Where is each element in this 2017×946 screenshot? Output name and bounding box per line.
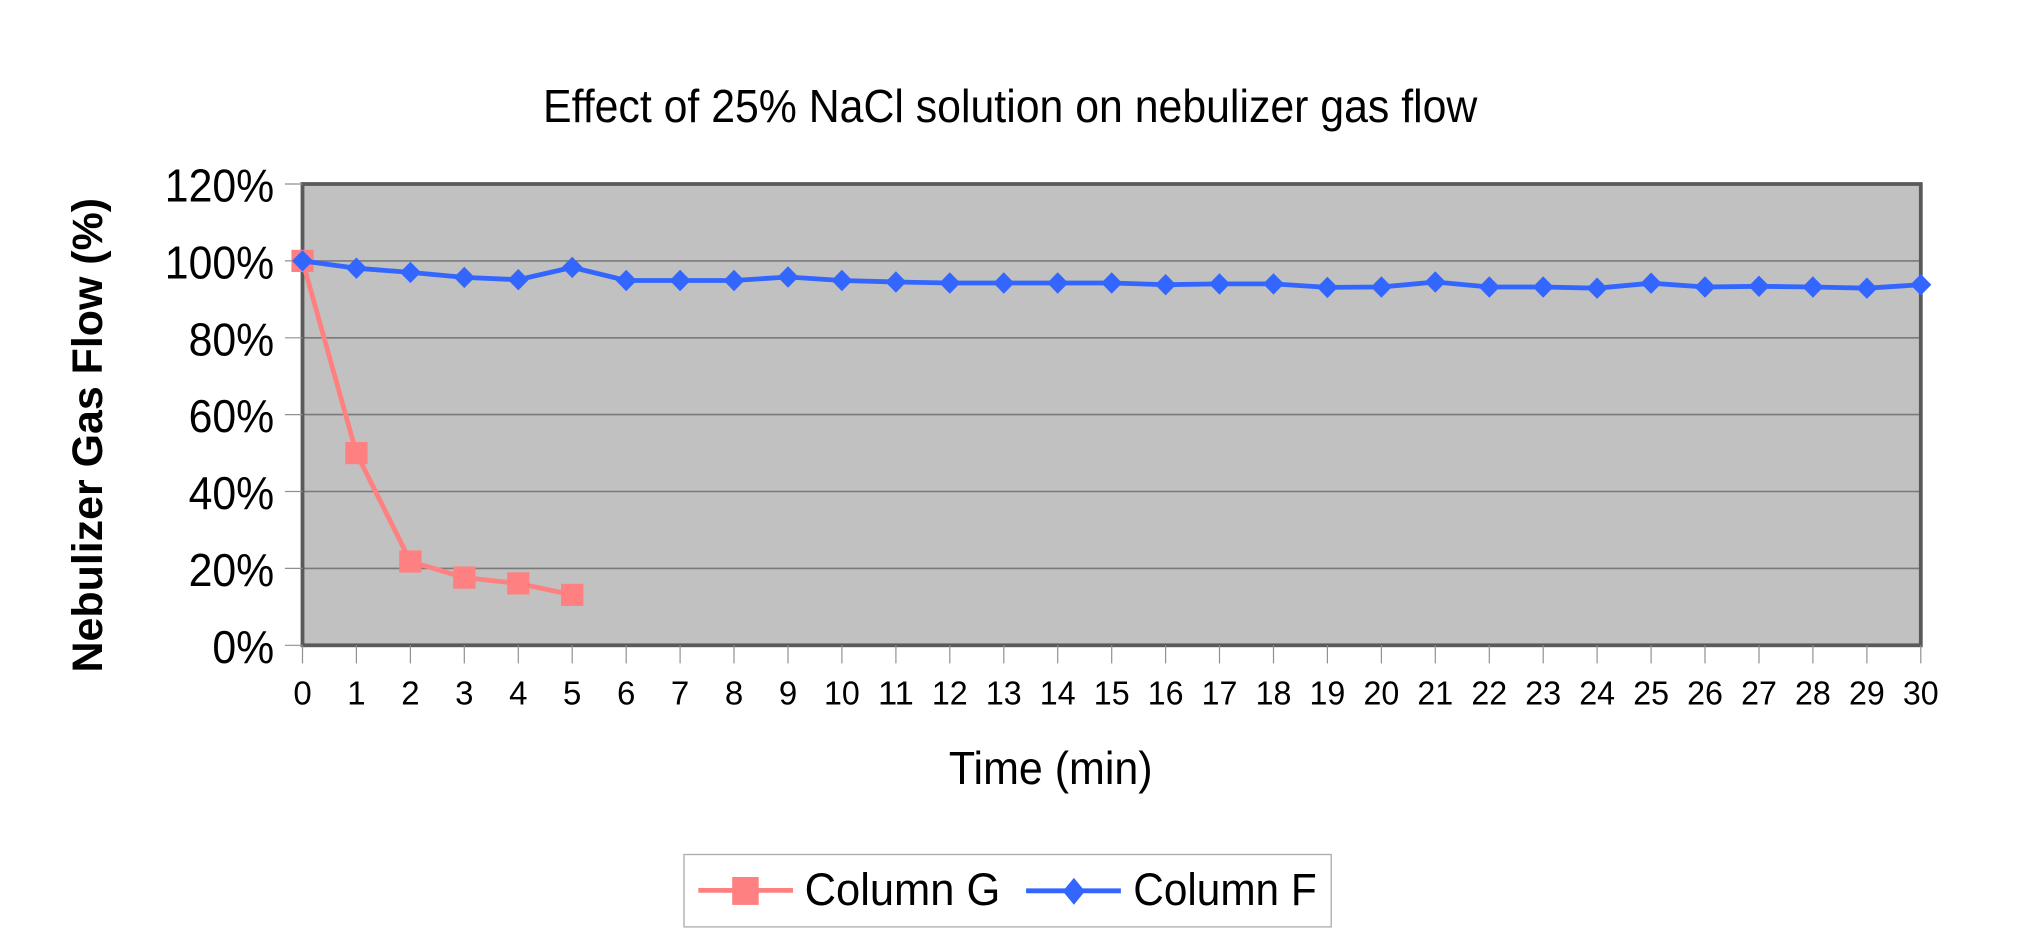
svg-text:100%: 100% [165, 237, 274, 289]
svg-text:21: 21 [1417, 675, 1453, 712]
svg-text:23: 23 [1525, 675, 1561, 712]
svg-text:16: 16 [1148, 675, 1184, 712]
svg-text:60%: 60% [189, 390, 275, 442]
svg-text:Column F: Column F [1133, 864, 1316, 915]
svg-text:20: 20 [1364, 675, 1400, 712]
svg-text:12: 12 [932, 675, 968, 712]
svg-text:14: 14 [1040, 675, 1076, 712]
svg-text:0%: 0% [212, 621, 274, 673]
svg-text:7: 7 [671, 675, 689, 712]
svg-text:2: 2 [401, 675, 419, 712]
svg-text:8: 8 [725, 675, 743, 712]
svg-text:6: 6 [617, 675, 635, 712]
svg-text:17: 17 [1202, 675, 1238, 712]
svg-text:0: 0 [293, 675, 311, 712]
svg-text:Column G: Column G [805, 864, 1001, 915]
svg-text:15: 15 [1094, 675, 1130, 712]
svg-text:18: 18 [1256, 675, 1292, 712]
svg-text:3: 3 [455, 675, 473, 712]
svg-text:80%: 80% [189, 313, 275, 365]
svg-text:22: 22 [1471, 675, 1507, 712]
svg-text:27: 27 [1741, 675, 1777, 712]
svg-text:28: 28 [1795, 675, 1831, 712]
svg-text:19: 19 [1310, 675, 1346, 712]
svg-text:120%: 120% [165, 160, 274, 212]
svg-text:Nebulizer Gas Flow (%): Nebulizer Gas Flow (%) [64, 198, 112, 673]
svg-text:11: 11 [878, 675, 914, 712]
svg-text:10: 10 [824, 675, 860, 712]
svg-text:5: 5 [563, 675, 581, 712]
svg-text:Effect of 25% NaCl solution on: Effect of 25% NaCl solution on nebulizer… [543, 80, 1478, 132]
svg-text:1: 1 [347, 675, 365, 712]
svg-text:30: 30 [1903, 675, 1939, 712]
svg-text:24: 24 [1579, 675, 1615, 712]
svg-text:13: 13 [986, 675, 1022, 712]
svg-text:4: 4 [509, 675, 527, 712]
svg-text:Time (min): Time (min) [949, 742, 1153, 794]
svg-text:9: 9 [779, 675, 797, 712]
svg-text:29: 29 [1849, 675, 1885, 712]
svg-text:25: 25 [1633, 675, 1669, 712]
svg-text:26: 26 [1687, 675, 1723, 712]
svg-text:20%: 20% [189, 544, 275, 596]
svg-text:40%: 40% [189, 467, 275, 519]
